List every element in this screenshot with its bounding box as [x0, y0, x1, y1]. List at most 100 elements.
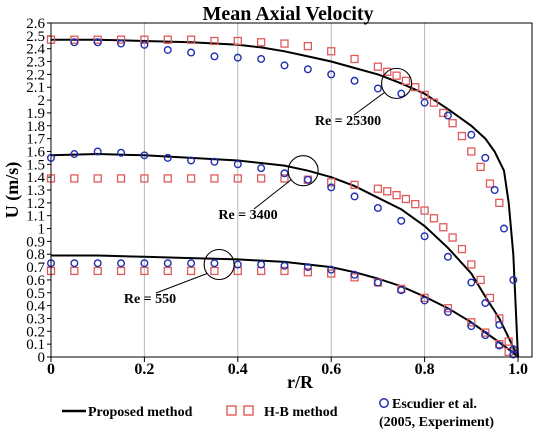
- proposed-method-line: [51, 38, 519, 358]
- hb-method-marker: [93, 266, 102, 276]
- hb-method-marker: [116, 266, 126, 276]
- y-tick-label: 1.1: [26, 209, 45, 225]
- escudier-data-marker: [420, 232, 429, 241]
- hb-method-marker: [392, 190, 401, 200]
- hb-method-marker: [443, 304, 453, 313]
- hb-method-marker: [163, 174, 172, 183]
- x-tick-label: 0: [47, 361, 55, 378]
- escudier-data-marker: [509, 350, 518, 359]
- y-tick-label: 0.2: [26, 324, 45, 340]
- hb-method-marker: [163, 266, 172, 276]
- hb-method-marker: [420, 206, 429, 215]
- hb-method-marker: [70, 266, 79, 276]
- escudier-data-marker: [140, 151, 149, 160]
- hb-method-marker: [233, 174, 242, 183]
- hb-method-marker: [210, 36, 219, 46]
- escudier-data-marker: [187, 156, 196, 165]
- x-tick-label: 0.8: [415, 361, 435, 378]
- escudier-data-marker: [280, 61, 289, 70]
- y-tick-label: 1.8: [26, 119, 45, 135]
- legend-escudier-label-2: (2005, Experiment): [379, 415, 494, 430]
- y-tick-label: 1.9: [26, 106, 45, 122]
- grid-lines: [143, 23, 426, 357]
- hb-method-marker: [186, 35, 196, 44]
- escudier-data-marker: [117, 39, 126, 48]
- escudier-data-marker: [233, 160, 242, 169]
- y-tick-label: 2: [38, 93, 46, 109]
- legend-escudier-swatch: [379, 398, 389, 408]
- y-tick-label: 1.4: [26, 170, 45, 186]
- y-tick-label: 0.4: [26, 299, 45, 315]
- legend-escudier-label: Escudier et al.: [392, 397, 477, 412]
- hb-method-marker: [457, 131, 467, 141]
- hb-method-marker: [350, 180, 359, 190]
- escudier-data-marker: [117, 148, 126, 157]
- y-tick-label: 1.3: [26, 183, 45, 199]
- x-tick-label: 0.6: [321, 361, 341, 378]
- hb-method-marker: [350, 54, 359, 64]
- legend: Proposed method H-B method Escudier et a…: [62, 397, 494, 430]
- escudier-data-marker: [303, 175, 312, 184]
- y-tick-label: 0.5: [26, 286, 45, 302]
- hb-method-marker: [256, 38, 266, 47]
- hb-method-marker: [448, 119, 457, 128]
- escudier-data-marker: [140, 259, 149, 268]
- hb-method-marker: [457, 244, 467, 254]
- y-tick-label: 1: [38, 222, 46, 238]
- y-tick-label: 1.7: [26, 132, 45, 148]
- hb-method-marker: [210, 266, 219, 276]
- hb-method-marker: [476, 162, 485, 172]
- hb-method-marker: [383, 67, 392, 76]
- hb-method-marker: [429, 98, 439, 107]
- hb-method-marker: [467, 147, 476, 156]
- hb-method-marker: [70, 174, 79, 183]
- escudier-data-marker: [210, 52, 219, 61]
- hb-method-marker: [392, 71, 401, 80]
- escudier-data-marker: [93, 38, 102, 47]
- hb-method-marker: [210, 174, 219, 183]
- escudier-data-marker: [280, 169, 289, 178]
- hb-method-marker: [373, 62, 383, 71]
- hb-method-marker: [495, 198, 504, 207]
- hb-method-marker: [411, 199, 420, 209]
- escudier-data-marker: [93, 259, 102, 268]
- escudier-data-marker: [467, 322, 476, 331]
- y-tick-label: 0.3: [26, 311, 45, 327]
- hb-method-marker: [504, 337, 513, 346]
- plot-series: [46, 35, 519, 359]
- escudier-data-marker: [481, 153, 490, 162]
- proposed-method-line: [51, 254, 519, 358]
- hb-method-marker: [140, 174, 149, 183]
- legend-hb-swatch-2: [243, 405, 254, 416]
- annotation-leader: [155, 273, 208, 294]
- escudier-data-marker: [257, 260, 266, 269]
- escudier-data-marker: [495, 320, 504, 329]
- x-tick-label: 0.2: [134, 361, 154, 378]
- hb-method-marker: [401, 76, 411, 85]
- escudier-data-marker: [397, 216, 406, 225]
- annotation-circle: [381, 67, 413, 99]
- escudier-data-marker: [210, 157, 219, 166]
- legend-hb-swatch: [226, 405, 237, 416]
- annotation-label: Re = 3400: [218, 208, 277, 223]
- hb-method-marker: [485, 179, 495, 188]
- escudier-data-marker: [397, 89, 406, 98]
- hb-method-marker: [93, 35, 102, 44]
- escudier-data-marker: [481, 331, 490, 340]
- hb-method-marker: [186, 266, 196, 276]
- escudier-data-marker: [187, 259, 196, 268]
- y-tick-label: 2.2: [26, 67, 45, 83]
- hb-method-marker: [420, 90, 429, 100]
- hb-method-marker: [140, 266, 149, 276]
- escudier-data-marker: [509, 275, 518, 284]
- hb-method-marker: [116, 35, 126, 44]
- hb-method-marker: [280, 266, 289, 276]
- hb-method-marker: [256, 174, 266, 183]
- y-tick-label: 1.2: [26, 196, 45, 212]
- legend-hb-label: H-B method: [264, 405, 338, 420]
- escudier-data-marker: [443, 308, 452, 317]
- hb-method-marker: [429, 214, 439, 223]
- hb-method-marker: [233, 36, 242, 46]
- hb-method-marker: [280, 174, 289, 183]
- y-tick-label: 0.1: [26, 337, 45, 353]
